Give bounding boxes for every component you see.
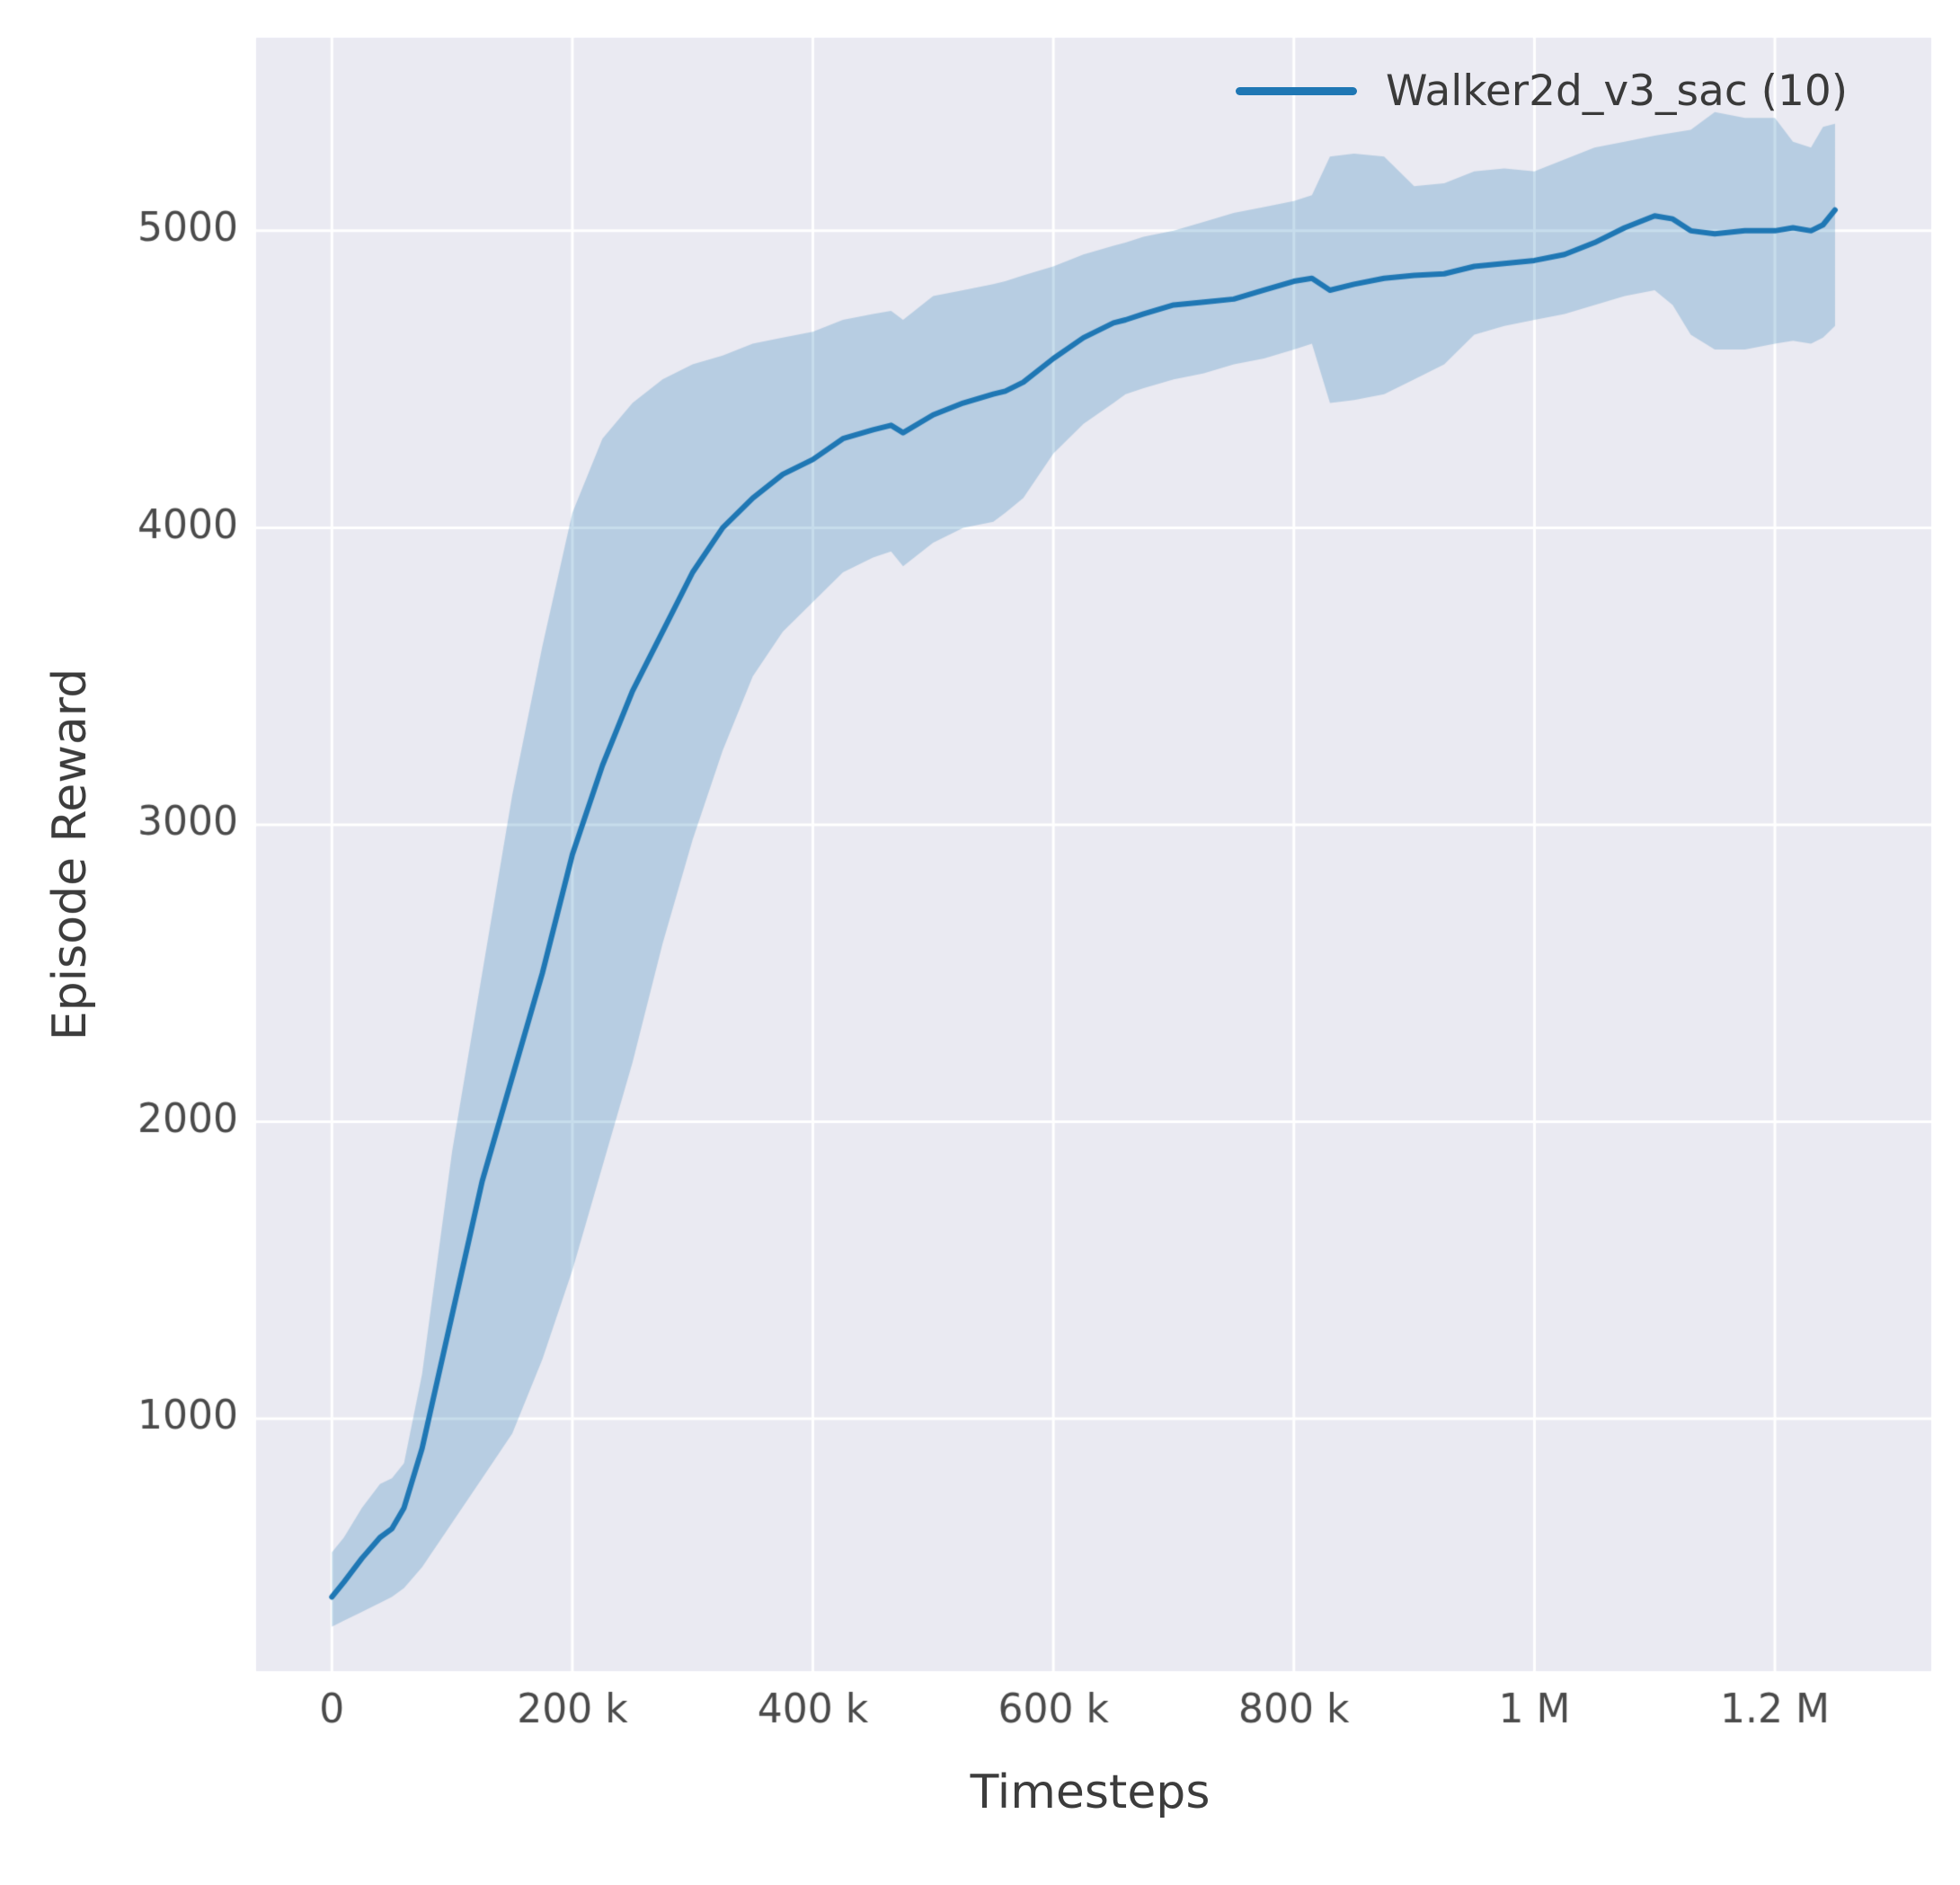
y-axis-label: Episode Reward — [43, 668, 97, 1041]
legend-line-sample — [1236, 87, 1357, 95]
x-axis-label: Timesteps — [970, 1766, 1211, 1819]
legend: Walker2d_v3_sac (10) — [1236, 66, 1848, 116]
legend-label: Walker2d_v3_sac (10) — [1386, 66, 1849, 116]
